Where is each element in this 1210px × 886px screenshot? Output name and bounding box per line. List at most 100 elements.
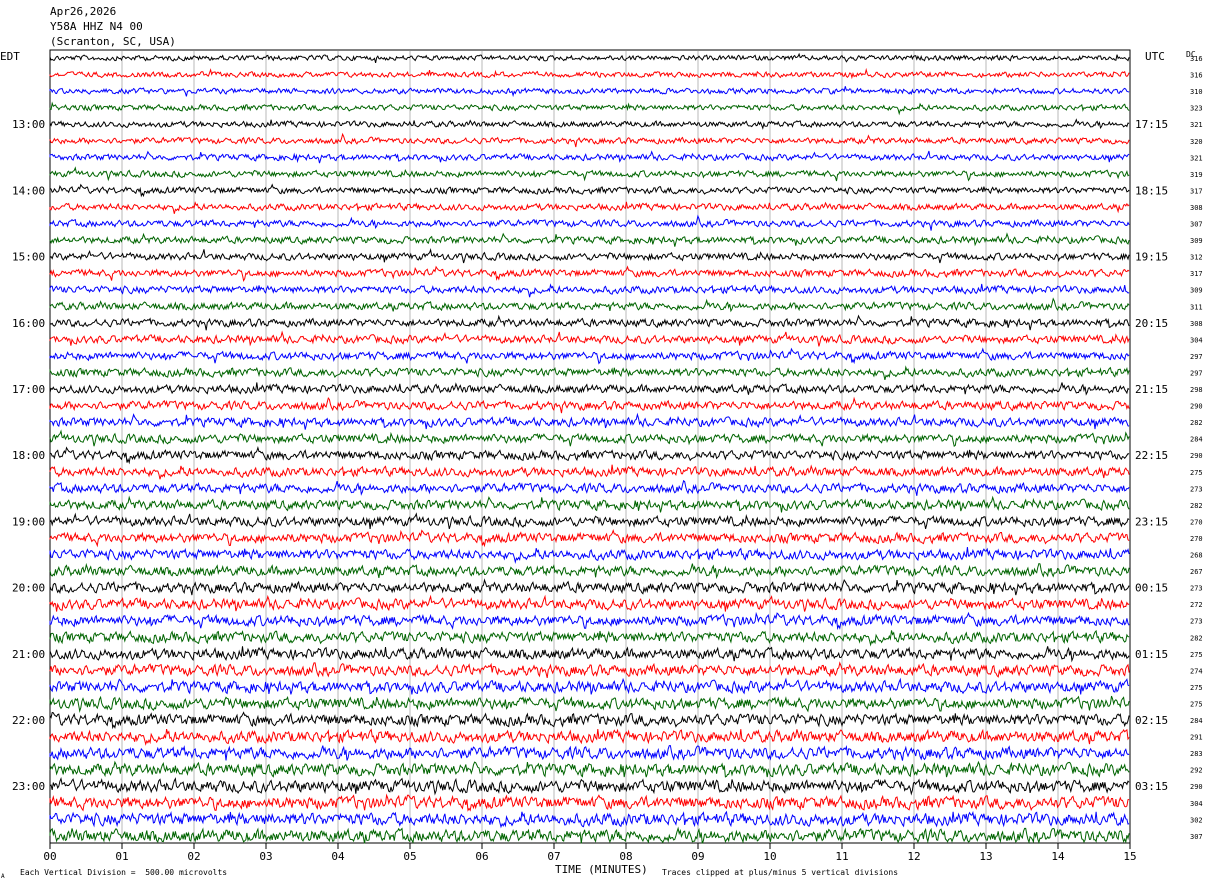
- x-axis-label: TIME (MINUTES): [555, 863, 648, 876]
- seismic-trace: [49, 695, 1130, 713]
- utc-hour-label: 21:15: [1135, 383, 1168, 396]
- dc-offset-value: 291: [1190, 734, 1203, 742]
- x-tick-label: 13: [979, 850, 992, 863]
- seismic-trace: [49, 86, 1130, 98]
- dc-offset-value: 290: [1190, 403, 1203, 411]
- dc-offset-value: 311: [1190, 303, 1203, 311]
- dc-offset-value: 292: [1190, 767, 1203, 775]
- seismic-trace: [49, 201, 1130, 214]
- seismic-trace: [49, 150, 1130, 164]
- dc-offset-value: 268: [1190, 552, 1203, 560]
- edt-hour-label: 14:00: [12, 184, 45, 197]
- x-tick-label: 07: [547, 850, 560, 863]
- seismic-trace: [49, 101, 1130, 116]
- seismic-trace: [49, 711, 1130, 730]
- dc-offset-value: 284: [1190, 717, 1203, 725]
- seismic-trace: [49, 562, 1130, 580]
- utc-hour-label: 18:15: [1135, 184, 1168, 197]
- x-tick-label: 00: [43, 850, 56, 863]
- seismic-trace: [49, 777, 1130, 796]
- dc-offset-value: 309: [1190, 237, 1203, 245]
- plot-date: Apr26,2026: [50, 5, 117, 18]
- seismic-trace: [49, 728, 1130, 746]
- utc-hour-label: 03:15: [1135, 780, 1168, 793]
- dc-offset-value: 307: [1190, 833, 1203, 841]
- dc-offset-value: 316: [1190, 72, 1203, 80]
- seismic-trace: [49, 495, 1130, 513]
- dc-offset-header: DC: [1186, 50, 1196, 59]
- seismic-trace: [49, 661, 1130, 679]
- dc-offset-value: 274: [1190, 667, 1203, 675]
- seismic-trace: [49, 382, 1130, 396]
- edt-hour-label: 22:00: [12, 714, 45, 727]
- dc-offset-value: 284: [1190, 436, 1203, 444]
- seismic-trace: [49, 314, 1130, 331]
- dc-offset-value: 282: [1190, 634, 1203, 642]
- seismic-trace: [49, 677, 1130, 695]
- edt-hour-label: 18:00: [12, 449, 45, 462]
- seismic-trace: [49, 810, 1130, 829]
- dc-offset-value: 273: [1190, 485, 1203, 493]
- dc-offset-value: 297: [1190, 369, 1203, 377]
- seismic-trace: [49, 183, 1130, 198]
- seismic-trace: [49, 283, 1130, 298]
- seismic-trace: [49, 793, 1130, 812]
- edt-hour-label: 17:00: [12, 383, 45, 396]
- utc-hour-label: 23:15: [1135, 515, 1168, 528]
- edt-hour-label: 19:00: [12, 515, 45, 528]
- dc-offset-value: 304: [1190, 800, 1203, 808]
- seismic-trace: [49, 464, 1130, 480]
- x-tick-label: 12: [907, 850, 920, 863]
- utc-hour-label: 20:15: [1135, 317, 1168, 330]
- x-tick-label: 15: [1123, 850, 1136, 863]
- seismic-trace: [49, 826, 1130, 845]
- edt-hour-label: 23:00: [12, 780, 45, 793]
- dc-offset-value: 307: [1190, 221, 1203, 229]
- dc-offset-value: 320: [1190, 138, 1203, 146]
- dc-offset-value: 290: [1190, 452, 1203, 460]
- dc-offset-value: 298: [1190, 386, 1203, 394]
- dc-offset-value: 275: [1190, 684, 1203, 692]
- x-tick-label: 04: [331, 850, 345, 863]
- right-timezone-label: UTC: [1145, 50, 1165, 63]
- x-tick-label: 10: [763, 850, 776, 863]
- x-tick-label: 09: [691, 850, 704, 863]
- left-timezone-label: EDT: [0, 50, 20, 63]
- dc-offset-value: 308: [1190, 204, 1203, 212]
- dc-offset-value: 304: [1190, 336, 1203, 344]
- seismic-trace: [49, 646, 1130, 663]
- dc-offset-value: 310: [1190, 88, 1203, 96]
- seismic-trace: [49, 629, 1130, 647]
- seismic-trace: [49, 166, 1130, 182]
- seismic-trace: [49, 578, 1130, 596]
- dc-offset-value: 267: [1190, 568, 1203, 576]
- dc-offset-value: 302: [1190, 816, 1203, 824]
- dc-offset-value: 312: [1190, 254, 1203, 262]
- edt-hour-label: 13:00: [12, 118, 45, 131]
- dc-offset-value: 308: [1190, 320, 1203, 328]
- dc-offset-value: 275: [1190, 469, 1203, 477]
- seismic-trace: [49, 445, 1130, 465]
- dc-offset-value: 270: [1190, 535, 1203, 543]
- dc-offset-value: 270: [1190, 518, 1203, 526]
- clip-note: Traces clipped at plus/minus 5 vertical …: [662, 868, 899, 877]
- x-tick-label: 01: [115, 850, 128, 863]
- seismic-trace: [49, 479, 1130, 496]
- utc-hour-label: 19:15: [1135, 251, 1168, 264]
- dc-offset-value: 275: [1190, 651, 1203, 659]
- seismic-trace: [49, 118, 1130, 130]
- utc-hour-label: 02:15: [1135, 714, 1168, 727]
- seismic-trace: [49, 330, 1130, 347]
- utc-hour-label: 01:15: [1135, 648, 1168, 661]
- utc-hour-label: 17:15: [1135, 118, 1168, 131]
- seismic-trace: [49, 265, 1130, 282]
- dc-offset-value: 316: [1190, 55, 1203, 63]
- corner-mark: A: [1, 873, 5, 880]
- station-code: Y58A HHZ N4 00: [50, 20, 143, 33]
- x-tick-label: 11: [835, 850, 848, 863]
- x-tick-label: 06: [475, 850, 488, 863]
- x-tick-label: 02: [187, 850, 200, 863]
- dc-offset-value: 290: [1190, 783, 1203, 791]
- seismic-trace: [49, 232, 1130, 247]
